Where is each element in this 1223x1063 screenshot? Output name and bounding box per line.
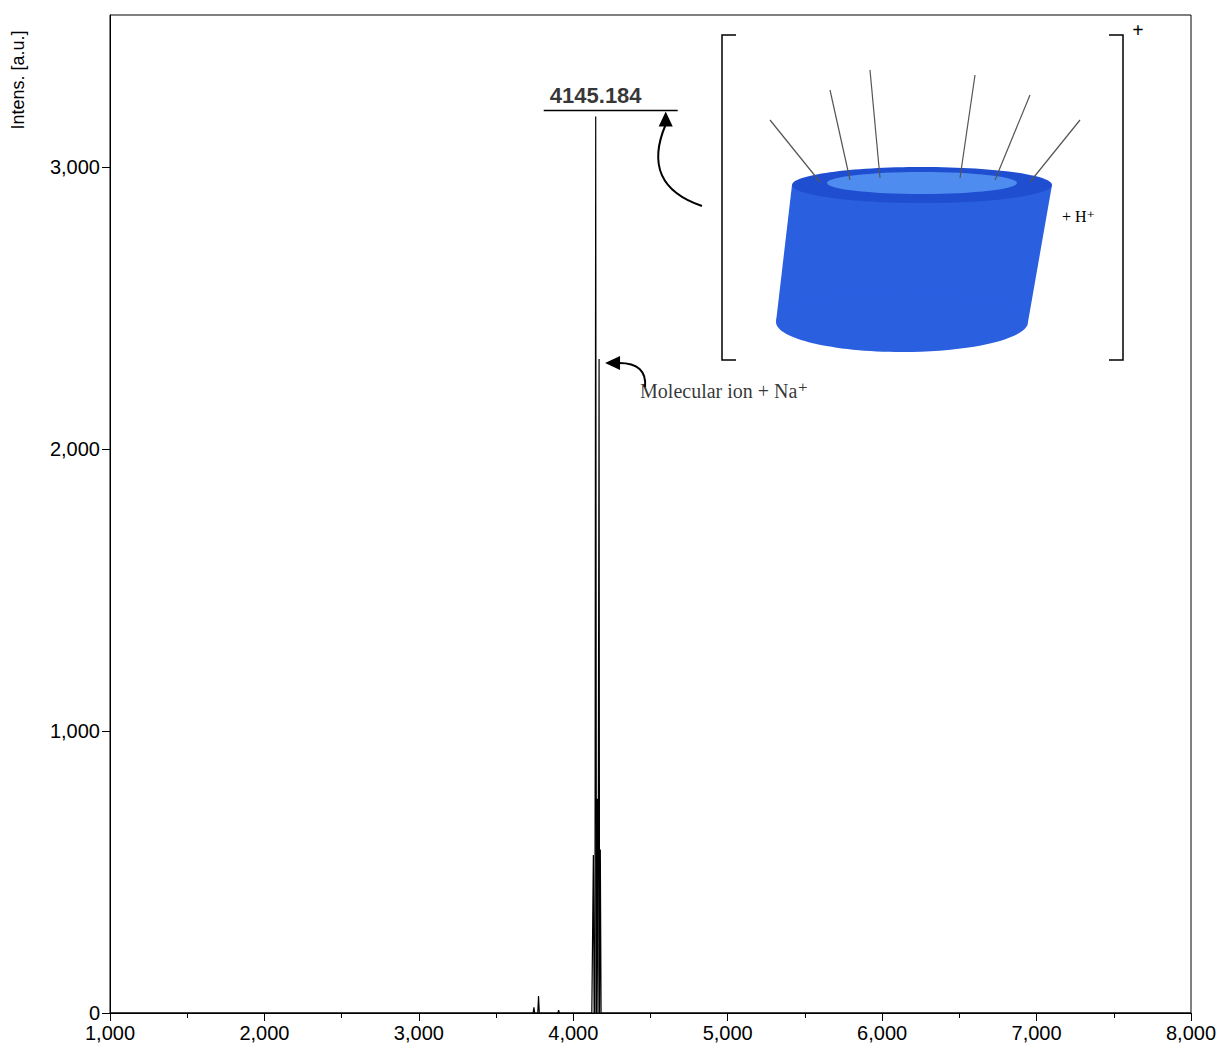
svg-text:7,000: 7,000	[1012, 1022, 1062, 1044]
svg-text:3,000: 3,000	[394, 1022, 444, 1044]
svg-text:5,000: 5,000	[703, 1022, 753, 1044]
svg-text:2,000: 2,000	[50, 438, 100, 460]
svg-text:3,000: 3,000	[50, 156, 100, 178]
svg-text:+ H⁺: + H⁺	[1062, 208, 1095, 225]
svg-text:0: 0	[89, 1002, 100, 1024]
svg-text:+: +	[1132, 19, 1143, 41]
svg-text:4,000: 4,000	[548, 1022, 598, 1044]
svg-text:4145.184: 4145.184	[550, 83, 643, 108]
svg-text:2,000: 2,000	[239, 1022, 289, 1044]
svg-text:1,000: 1,000	[50, 720, 100, 742]
svg-text:Intens. [a.u.]: Intens. [a.u.]	[8, 30, 28, 129]
svg-text:1,000: 1,000	[85, 1022, 135, 1044]
svg-text:Molecular ion + Na⁺: Molecular ion + Na⁺	[640, 380, 808, 402]
svg-text:8,000: 8,000	[1166, 1022, 1216, 1044]
svg-text:6,000: 6,000	[857, 1022, 907, 1044]
